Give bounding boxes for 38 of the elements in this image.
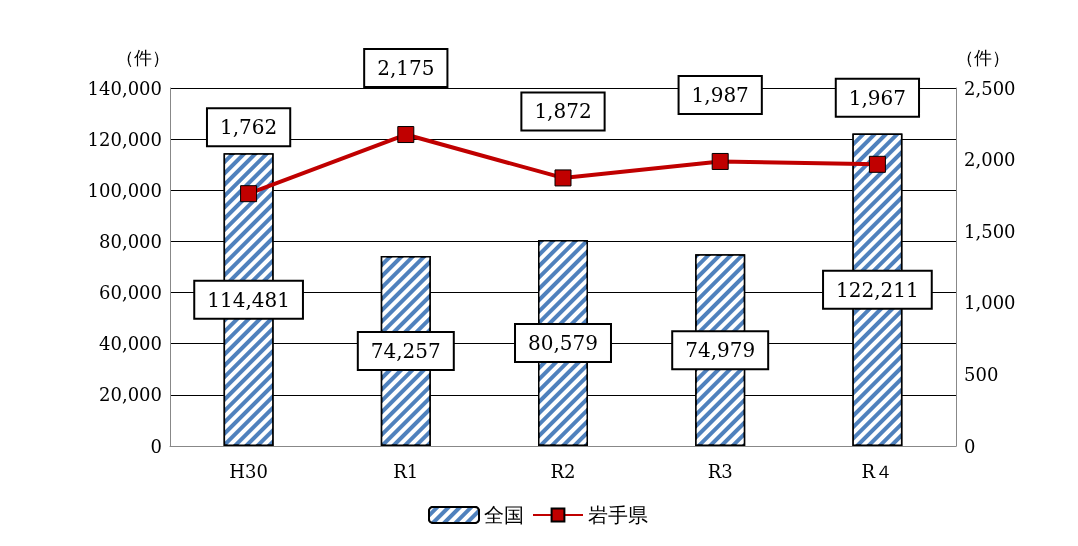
data-label: 1,872	[534, 99, 592, 124]
data-label: 2,175	[377, 56, 435, 81]
y2-tick-label: 1,500	[964, 220, 1016, 242]
x-tick-label: H30	[229, 460, 268, 482]
x-tick-label: R４	[861, 460, 894, 482]
data-label: 1,987	[691, 82, 749, 107]
point	[240, 185, 258, 203]
y2-tick-label: 2,000	[964, 149, 1016, 171]
data-label: 74,257	[370, 339, 441, 364]
y-tick-label: 60,000	[99, 282, 162, 304]
data-label: 74,979	[685, 338, 756, 363]
y2-axis-title: （件）	[956, 46, 1010, 68]
data-label: 114,481	[207, 287, 290, 312]
y-tick-label: 40,000	[99, 333, 162, 355]
data-label: 80,579	[528, 330, 598, 355]
x-tick-label: R3	[707, 460, 733, 482]
y-tick-label: 100,000	[87, 179, 162, 201]
y-tick-label: 20,000	[99, 384, 162, 406]
point	[554, 169, 572, 187]
x-tick-label: R2	[550, 460, 576, 482]
y2-tick-label: 500	[964, 363, 999, 385]
x-tick-label: R1	[393, 460, 419, 482]
y-tick-label: 0	[150, 435, 162, 457]
y-tick-label: 140,000	[87, 77, 162, 99]
legend-label: 岩手県	[588, 503, 648, 527]
y2-tick-label: 2,500	[964, 77, 1016, 99]
data-label: 1,762	[219, 115, 278, 140]
point	[868, 155, 886, 173]
y-tick-label: 80,000	[99, 230, 162, 252]
point	[397, 126, 415, 144]
y2-tick-label: 1,000	[964, 292, 1016, 314]
point	[711, 152, 729, 170]
legend-label: 全国	[484, 503, 524, 527]
y-tick-label: 120,000	[87, 128, 162, 150]
y2-tick-label: 0	[964, 435, 976, 457]
data-label: 1,967	[848, 85, 907, 110]
y-axis-title: （件）	[116, 46, 170, 68]
data-label: 122,211	[836, 277, 919, 302]
